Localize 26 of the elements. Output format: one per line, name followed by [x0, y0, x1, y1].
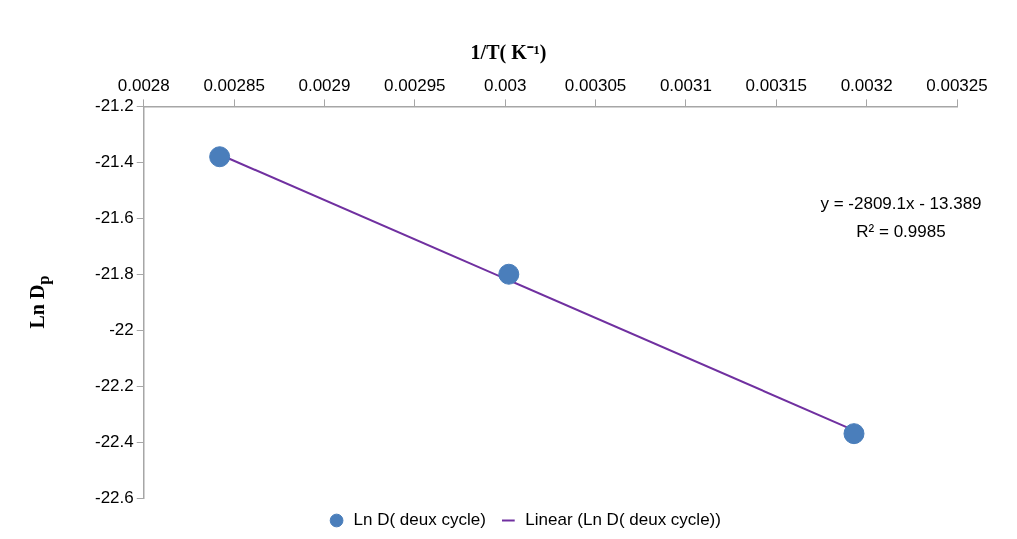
x-tick-label: 0.0031 — [659, 75, 712, 95]
point — [498, 263, 520, 285]
y-tick-label: -21.4 — [95, 152, 134, 172]
y-tick-label: -22.6 — [95, 487, 134, 507]
y-tick-label: -21.6 — [95, 207, 134, 227]
annotation: R² = 0.9985 — [856, 222, 946, 242]
y-tick-label: -22.4 — [95, 431, 134, 451]
x-tick-label: 0.003 — [483, 75, 527, 95]
legend-label: Ln D( deux cycle) — [353, 510, 486, 530]
y-tick-label: -22.2 — [95, 375, 134, 395]
x-tick-label: 0.00315 — [745, 75, 807, 95]
point — [209, 146, 231, 168]
x-axis-title: 1/T( K⁻¹) — [469, 40, 548, 65]
x-tick-label: 0.00285 — [203, 75, 265, 95]
point — [843, 423, 865, 445]
x-tick-label: 0.0029 — [298, 75, 351, 95]
legend-label: Linear (Ln D( deux cycle)) — [525, 510, 721, 530]
y-tick-label: -22 — [109, 319, 134, 339]
y-tick-label: -21.2 — [95, 96, 134, 116]
x-tick-label: 0.00305 — [564, 75, 627, 95]
x-tick-label: 0.0032 — [840, 75, 893, 95]
x-tick-label: 0.00325 — [926, 75, 988, 95]
x-tick-label: 0.00295 — [384, 75, 446, 95]
y-tick-label: -21.8 — [95, 263, 134, 283]
x-tick-label: 0.0028 — [117, 75, 170, 95]
annotation: y = -2809.1x - 13.389 — [820, 194, 982, 214]
